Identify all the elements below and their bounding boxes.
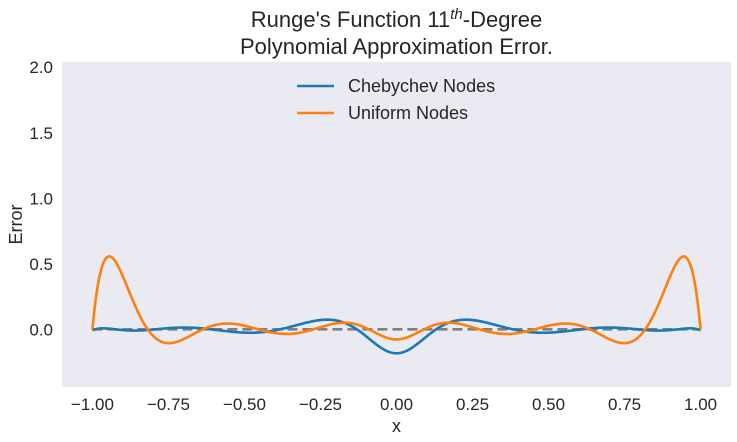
y-tick-label: 0.0 xyxy=(29,320,53,339)
y-tick-label: 1.5 xyxy=(29,124,53,143)
x-tick-label: −0.50 xyxy=(223,395,266,414)
chart-title-line2: Polynomial Approximation Error. xyxy=(239,34,554,59)
x-axis-label: x xyxy=(392,416,401,436)
y-tick-label: 1.0 xyxy=(29,189,53,208)
series-line-uniform xyxy=(91,255,702,345)
x-tick-label: −0.75 xyxy=(147,395,190,414)
x-axis-ticks: −1.00 −0.75 −0.50 −0.25 0.00 0.25 0.50 0.75 1.00 xyxy=(71,395,717,414)
plot-area xyxy=(62,62,731,387)
x-tick-label: 0.75 xyxy=(608,395,641,414)
x-tick-label: 0.25 xyxy=(456,395,489,414)
y-tick-label: 0.5 xyxy=(29,255,53,274)
legend-label-uniform: Uniform Nodes xyxy=(348,103,468,123)
chart-title-line1: Runge's Function 11th-Degree xyxy=(62,6,731,33)
title-suffix: -Degree xyxy=(462,7,543,32)
x-tick-label: −1.00 xyxy=(71,395,114,414)
series-line-chebyshev xyxy=(91,318,702,355)
y-tick-label: 2.0 xyxy=(29,58,53,77)
x-tick-label: 0.00 xyxy=(380,395,413,414)
y-axis-label: Error xyxy=(6,204,26,244)
x-tick-label: −0.25 xyxy=(299,395,342,414)
x-tick-label: 1.00 xyxy=(684,395,717,414)
legend-label-chebyshev: Chebychev Nodes xyxy=(348,76,495,96)
title-superscript: th xyxy=(450,6,463,23)
legend: Chebychev Nodes Uniform Nodes xyxy=(297,76,495,123)
series-curves xyxy=(91,255,702,355)
title-text: Runge's Function 11 xyxy=(250,7,451,32)
y-axis-ticks: 0.0 0.5 1.0 1.5 2.0 xyxy=(29,58,53,339)
x-tick-label: 0.50 xyxy=(532,395,565,414)
